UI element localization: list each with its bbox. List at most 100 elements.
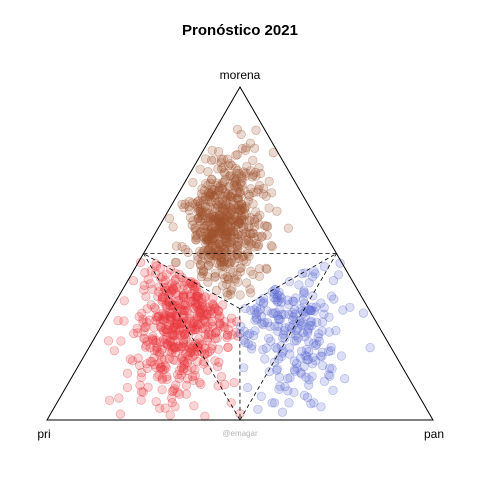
data-point-morena [217,183,227,194]
data-point-morena [205,250,215,260]
data-point-pan [276,293,287,303]
data-point-pri [190,281,200,292]
data-point-pri [186,316,196,326]
data-point-morena [212,252,223,262]
data-point-pan [259,317,269,328]
data-point-morena [214,210,224,220]
data-point-pri [151,397,161,407]
data-point-morena [211,241,221,251]
data-point-pri [136,387,147,397]
data-point-morena [199,196,209,206]
data-point-pan [298,295,309,305]
data-point-pri [177,318,187,328]
data-point-morena [214,213,224,223]
data-point-pri [167,328,178,339]
data-point-pan [264,367,274,377]
data-point-morena [217,248,227,258]
data-point-pri [161,363,171,373]
data-point-morena [208,229,218,239]
data-point-pan [277,407,288,417]
data-point-pan [273,321,283,331]
data-point-morena [203,272,213,282]
data-point-pri [193,340,203,350]
data-point-morena [242,161,252,171]
data-point-morena [219,167,229,177]
data-point-pan [303,328,313,338]
data-point-morena [217,218,227,228]
data-point-morena [251,125,261,135]
data-point-morena [225,264,236,275]
data-point-pri [200,411,210,421]
data-point-morena [197,192,207,202]
data-point-pri [157,375,167,385]
data-point-morena [205,231,215,242]
data-point-pri [202,310,212,320]
data-point-pan [288,296,298,306]
data-point-morena [197,206,208,216]
data-point-pan [272,293,282,303]
data-point-morena [227,193,237,203]
data-point-morena [234,168,244,179]
data-point-pan [247,344,257,354]
data-point-morena [220,174,230,184]
data-point-morena [217,228,227,238]
data-point-pri [151,337,161,348]
data-point-morena [234,200,244,210]
data-point-morena [220,217,230,227]
data-point-morena [188,177,198,188]
data-point-pri [190,371,200,381]
data-point-morena [196,189,207,199]
data-point-pan [274,314,284,324]
data-point-pri [162,374,172,385]
data-point-pan [306,306,316,316]
data-point-pri [182,300,192,311]
data-point-pri [193,311,203,321]
data-point-pri [187,322,197,332]
data-point-pri [188,295,198,305]
data-point-morena [216,257,226,267]
data-point-morena [207,223,217,233]
data-point-morena [204,208,214,218]
data-point-pri [161,324,171,334]
data-point-morena [242,247,252,257]
data-point-pri [192,315,202,325]
data-point-morena [207,184,217,194]
data-point-pri [191,302,201,312]
data-point-morena [253,213,263,223]
data-point-pri [179,356,189,367]
data-point-pan [246,305,256,316]
data-point-pan [280,323,290,333]
data-point-morena [203,277,213,287]
data-point-morena [261,263,271,274]
data-point-morena [203,245,213,255]
data-point-pri [157,296,167,306]
data-point-pan [271,342,281,353]
data-point-pri [166,313,176,323]
data-point-pri [155,347,165,358]
data-point-morena [217,240,227,250]
data-point-pan [277,351,287,362]
data-point-morena [231,163,241,173]
data-point-pan [304,337,314,347]
data-point-pri [139,285,149,295]
data-point-pri [140,334,150,344]
data-point-pri [156,321,166,332]
data-point-pri [164,320,174,330]
data-point-morena [235,187,245,197]
data-point-morena [223,237,233,248]
data-point-pri [191,325,201,335]
data-point-pan [292,363,302,373]
data-point-pri [204,330,214,340]
data-point-pri [141,322,151,332]
data-point-pri [192,322,202,333]
data-point-pri [115,409,125,419]
data-point-morena [179,203,189,213]
data-point-pri [170,330,180,340]
data-point-morena [216,223,226,233]
data-point-pri [170,268,180,278]
data-point-morena [201,179,211,189]
data-point-pan [326,342,336,352]
data-point-morena [217,281,228,291]
data-point-pan [324,312,334,322]
data-point-pan [262,306,272,316]
